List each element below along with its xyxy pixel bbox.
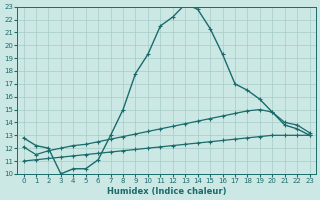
X-axis label: Humidex (Indice chaleur): Humidex (Indice chaleur) [107,187,226,196]
